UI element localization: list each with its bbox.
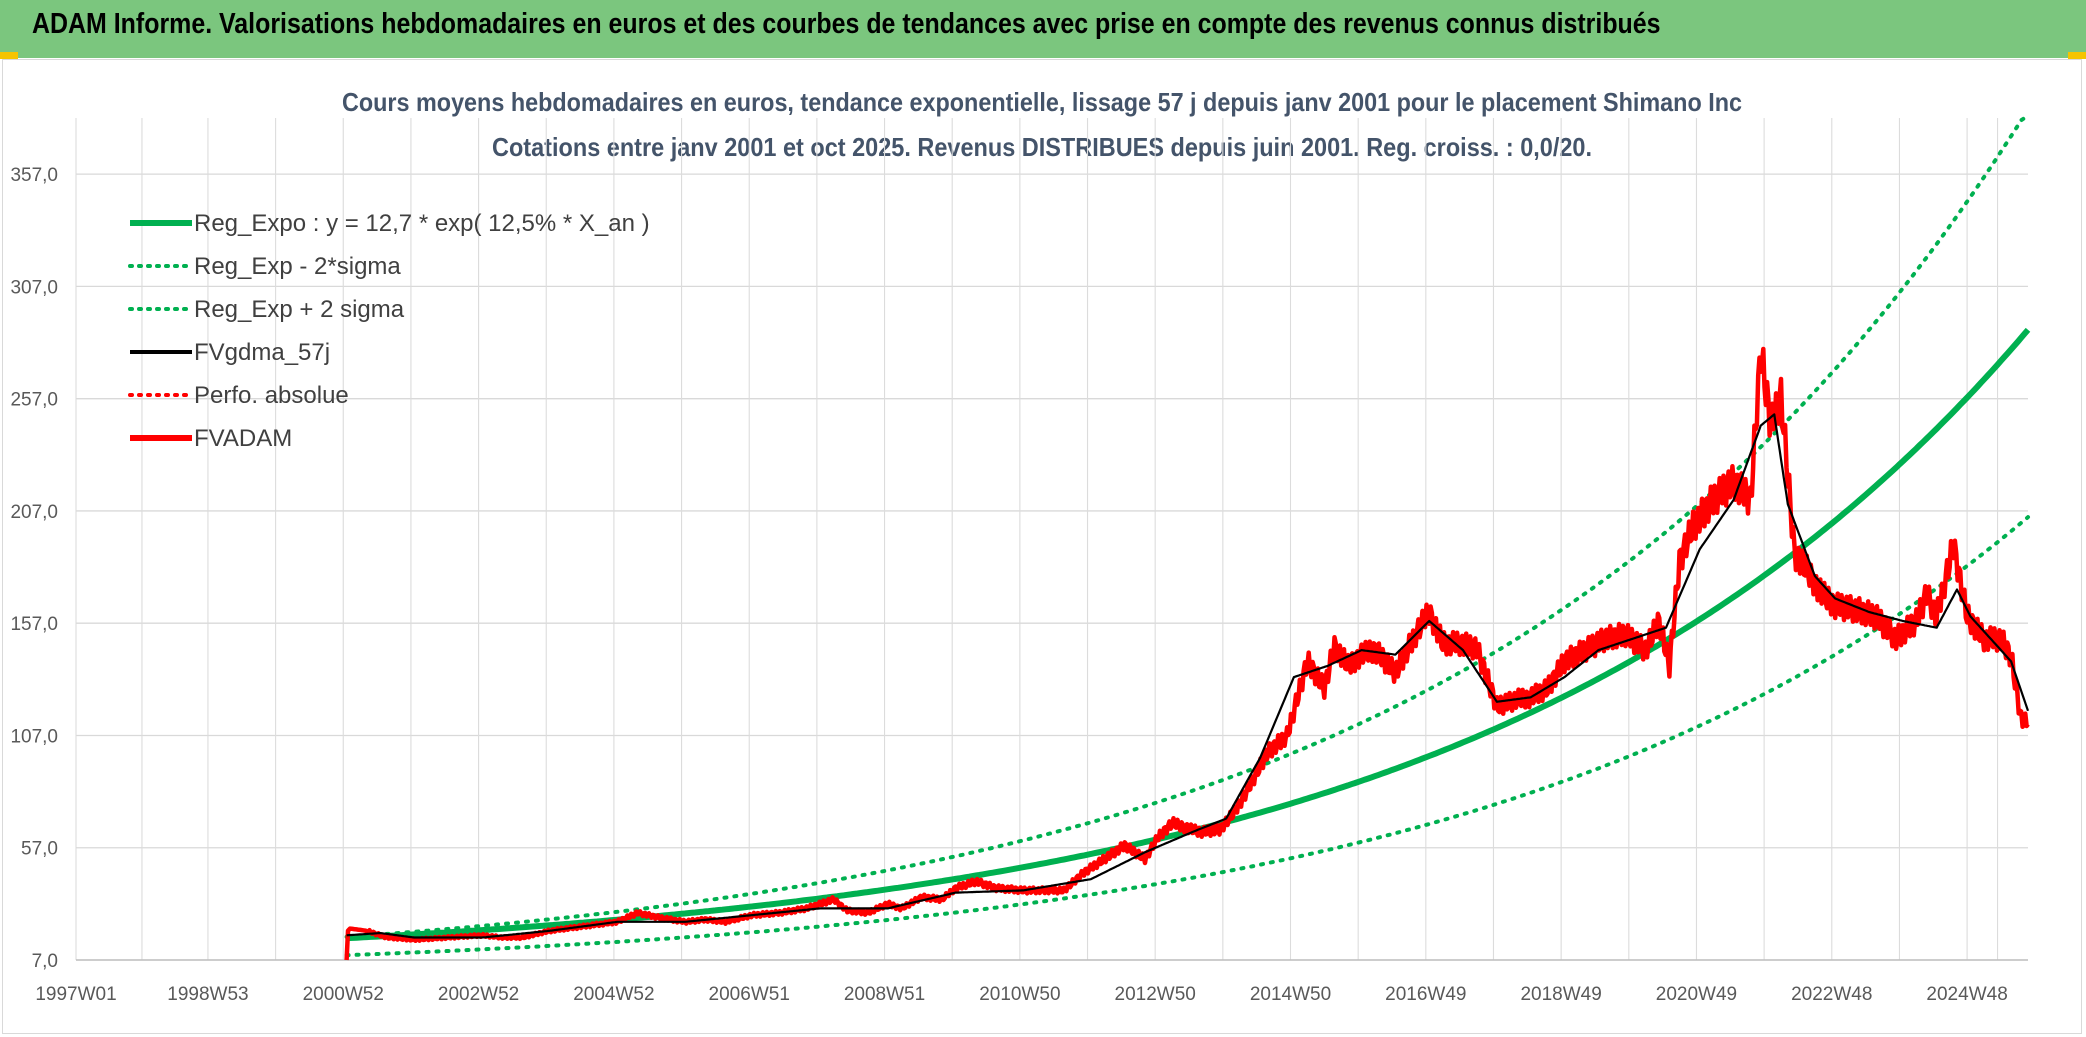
right-corner-marker	[2068, 52, 2086, 59]
x-tick-label: 2022W48	[1791, 984, 1872, 1005]
x-tick-label: 2024W48	[1926, 984, 2007, 1005]
y-tick-label: 107,0	[10, 726, 58, 747]
chart-title: Cours moyens hebdomadaires en euros, ten…	[342, 87, 1742, 117]
x-tick-label: 1998W53	[167, 984, 248, 1005]
y-tick-label: 307,0	[10, 277, 58, 298]
x-tick-label: 2010W50	[979, 984, 1060, 1005]
chart-subtitle: Cotations entre janv 2001 et oct 2025. R…	[492, 132, 1592, 162]
legend-label: Perfo. absolue	[194, 382, 349, 409]
x-tick-label: 2002W52	[438, 984, 519, 1005]
legend-label: FVgdma_57j	[194, 339, 330, 366]
x-tick-label: 2008W51	[844, 984, 925, 1005]
x-axis: 1997W01 1998W53 2000W52 2002W52 2004W52 2006W…	[35, 984, 2007, 1005]
legend-label: Reg_Expo : y = 12,7 * exp( 12,5% * X_an …	[194, 210, 650, 237]
chart-frame	[2, 59, 2082, 1034]
report-header: ADAM Informe. Valorisations hebdomadaire…	[0, 0, 2086, 58]
legend-label: Reg_Exp - 2*sigma	[194, 253, 401, 280]
y-tick-label: 207,0	[10, 502, 58, 523]
legend: Reg_Expo : y = 12,7 * exp( 12,5% * X_an …	[128, 210, 650, 452]
grid-lines	[75, 118, 2028, 961]
y-tick-label: 357,0	[10, 165, 58, 186]
fvadam-line	[344, 346, 2030, 961]
left-corner-marker	[0, 52, 18, 59]
reg-exp-minus-2sigma-line	[344, 515, 2030, 958]
x-tick-label: 2012W50	[1115, 984, 1196, 1005]
x-tick-label: 2018W49	[1520, 984, 1601, 1005]
x-tick-label: 2016W49	[1385, 984, 1466, 1005]
y-tick-label: 157,0	[10, 614, 58, 635]
y-tick-label: 257,0	[10, 390, 58, 411]
reg-exp-plus-2sigma-line	[344, 116, 2030, 939]
y-tick-label: 7,0	[32, 951, 58, 972]
y-axis: 7,0 57,0 107,0 157,0 207,0 257,0 307,0 357,0	[10, 165, 58, 972]
series-layer	[344, 116, 2031, 961]
x-tick-label: 2004W52	[573, 984, 654, 1005]
x-tick-label: 2000W52	[303, 984, 384, 1005]
fvgdma-57j-line	[346, 413, 2030, 939]
legend-label: Reg_Exp + 2 sigma	[194, 296, 405, 323]
x-tick-label: 1997W01	[35, 984, 116, 1005]
y-tick-label: 57,0	[21, 839, 58, 860]
report-title: ADAM Informe. Valorisations hebdomadaire…	[32, 8, 1661, 40]
x-tick-label: 2014W50	[1250, 984, 1331, 1005]
x-tick-label: 2006W51	[709, 984, 790, 1005]
legend-label: FVADAM	[194, 425, 292, 452]
x-tick-label: 2020W49	[1656, 984, 1737, 1005]
